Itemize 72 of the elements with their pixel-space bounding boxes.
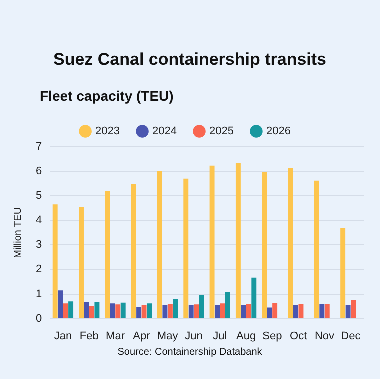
bar [105, 191, 110, 318]
bar [288, 168, 294, 318]
chart-title: Suez Canal containership transits [52, 50, 328, 70]
x-tick-label: Dec [341, 330, 362, 342]
y-tick-label: 3 [36, 239, 42, 252]
bar [252, 278, 257, 318]
y-tick-label: 5 [36, 190, 42, 202]
chart-subtitle: Fleet capacity (TEU) [40, 88, 174, 104]
x-tick-label: May [157, 330, 179, 342]
x-tick-label: Sep [262, 330, 282, 342]
y-tick-label: 4 [36, 214, 42, 227]
y-axis-title: Million TEU [12, 207, 24, 258]
bar [272, 303, 278, 318]
bar [68, 302, 74, 318]
bar [215, 305, 220, 318]
bar [314, 180, 320, 318]
bar [184, 178, 189, 318]
source-note: Source: Containership Databank [116, 347, 264, 358]
bar [320, 304, 325, 318]
bar [246, 304, 252, 318]
legend-label: 2025 [210, 126, 234, 138]
y-tick-label: 0 [36, 312, 42, 325]
y-tick-label: 1 [36, 288, 42, 300]
bar [94, 302, 100, 318]
bar [262, 172, 268, 318]
bar [199, 295, 204, 318]
bar [52, 204, 58, 318]
legend-label: 2023 [96, 126, 120, 138]
bar [351, 300, 356, 318]
bar [346, 305, 351, 318]
bar [298, 304, 304, 318]
legend-label: 2026 [266, 126, 291, 138]
x-tick-label: Aug [236, 330, 256, 342]
bar [136, 307, 142, 318]
bar [142, 305, 147, 318]
bar [157, 172, 162, 318]
x-tick-label: Nov [314, 330, 336, 342]
bar [147, 304, 152, 318]
x-tick-label: Mar [106, 330, 126, 342]
bar [116, 304, 121, 318]
legend-label: 2024 [152, 126, 178, 138]
bar [267, 308, 272, 318]
bar [162, 305, 168, 318]
bar [168, 304, 173, 318]
y-tick-label: 2 [36, 264, 42, 276]
bar [188, 305, 194, 318]
bar [210, 166, 215, 318]
bar [340, 228, 346, 318]
bar [194, 304, 200, 318]
bar [63, 304, 68, 318]
bar [220, 304, 226, 318]
bar [131, 184, 136, 318]
bar [324, 304, 330, 318]
x-tick-label: Jul [213, 330, 228, 342]
bar [89, 306, 94, 318]
bar [84, 302, 90, 318]
x-tick-label: Jun [185, 330, 203, 342]
x-tick-label: Jan [54, 330, 72, 342]
bar [110, 304, 116, 318]
bar [120, 302, 126, 318]
x-tick-label: Feb [80, 330, 99, 342]
bar [241, 305, 246, 318]
bar [236, 162, 241, 318]
y-tick-label: 6 [36, 166, 42, 178]
x-tick-label: Oct [290, 330, 308, 342]
x-tick-label: Apr [133, 330, 151, 342]
bar [294, 305, 298, 318]
bar [58, 290, 64, 318]
y-tick-label: 7 [36, 141, 42, 154]
bar [173, 299, 178, 318]
bar [79, 207, 84, 318]
bar [226, 292, 230, 318]
